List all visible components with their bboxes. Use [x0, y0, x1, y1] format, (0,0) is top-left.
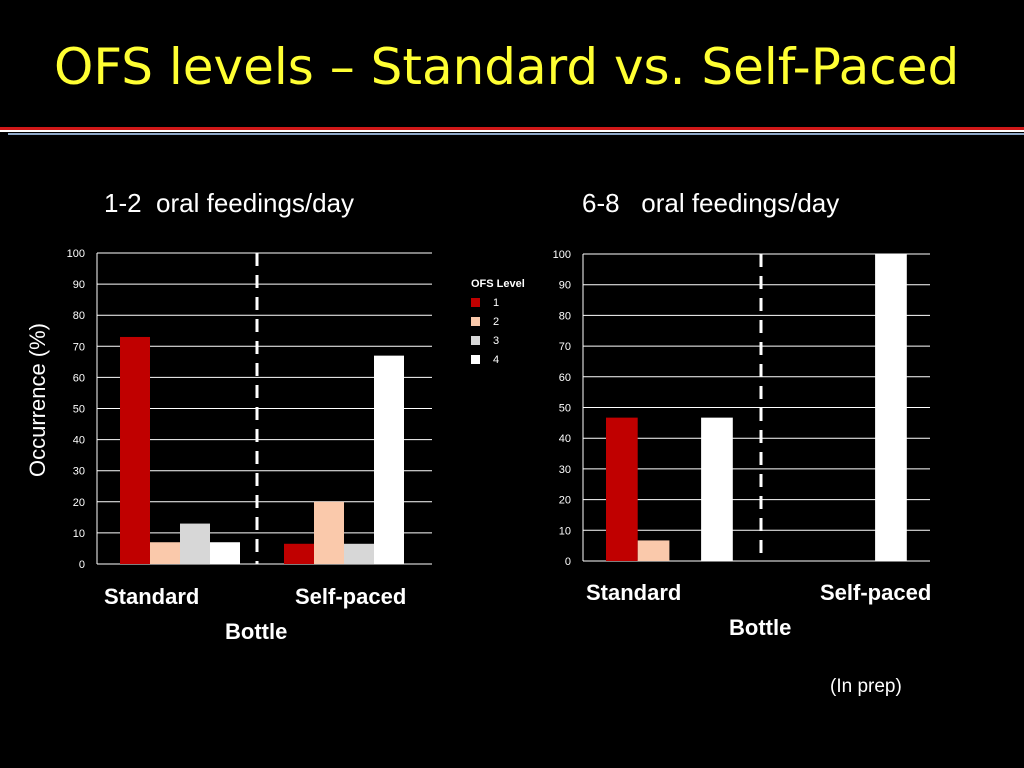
- chart1-bar-self-paced-level-2: [314, 501, 344, 564]
- y-axis-label: Occurrence (%): [25, 322, 50, 478]
- chart2-y-tick-label: 30: [559, 464, 571, 476]
- chart1-plot: 0 10 20 30 40 50 60 70 80 90 100: [67, 248, 432, 571]
- legend-title: OFS Level: [471, 278, 525, 290]
- chart2-y-tick-label: 100: [553, 249, 571, 261]
- chart1-y-tick-label: 80: [73, 310, 85, 322]
- chart2-y-tick-label: 10: [559, 525, 571, 537]
- chart1-bar-standard-level-1: [120, 336, 150, 564]
- chart2-y-tick-label: 0: [565, 556, 571, 568]
- legend-swatch: [471, 317, 480, 326]
- chart1-bar-self-paced-level-4: [374, 355, 404, 564]
- chart2-bar-standard-level-1: [606, 417, 638, 561]
- legend: OFS Level 1 2 3 4: [471, 278, 525, 369]
- legend-item: 3: [471, 331, 525, 350]
- chart1-bar-self-paced-level-1: [284, 543, 314, 564]
- legend-swatch: [471, 336, 480, 345]
- in-prep-note: (In prep): [830, 676, 902, 697]
- chart1-y-tick-label: 30: [73, 466, 85, 478]
- legend-item: 4: [471, 350, 525, 369]
- chart2-y-tick-label: 40: [559, 433, 571, 445]
- chart1-bar-self-paced-level-3: [344, 543, 374, 564]
- chart1-y-tick-label: 0: [79, 559, 85, 571]
- chart2-y-tick-label: 90: [559, 280, 571, 292]
- chart1-y-tick-label: 100: [67, 248, 85, 260]
- title-divider-white: [0, 130, 1024, 132]
- legend-item: 2: [471, 312, 525, 331]
- chart1-bar-standard-level-3: [180, 523, 210, 564]
- chart2-category-self-paced: Self-paced: [820, 580, 932, 605]
- chart1-y-tick-label: 60: [73, 372, 85, 384]
- chart1-category-self-paced: Self-paced: [295, 584, 407, 609]
- slide-title: OFS levels – Standard vs. Self-Paced: [54, 38, 960, 96]
- chart2-y-tick-label: 70: [559, 341, 571, 353]
- legend-item-label: 4: [493, 353, 500, 366]
- legend-item: 1: [471, 293, 525, 312]
- chart1-category-standard: Standard: [104, 584, 200, 609]
- title-divider-red: [0, 127, 1024, 130]
- chart2-y-tick-label: 50: [559, 403, 571, 415]
- chart2-plot: 0 10 20 30 40 50 60 70 80 90 100: [553, 249, 930, 568]
- legend-swatch: [471, 355, 480, 364]
- chart2-bar-standard-level-2: [637, 540, 670, 561]
- legend-item-label: 1: [493, 296, 500, 309]
- chart1-bar-standard-level-4: [210, 542, 240, 564]
- legend-swatch: [471, 298, 480, 307]
- title-divider-blue: [8, 133, 1024, 135]
- chart2-y-tick-label: 60: [559, 372, 571, 384]
- legend-item-label: 2: [493, 315, 500, 328]
- chart1-y-tick-label: 50: [73, 404, 85, 416]
- chart1-y-tick-label: 70: [73, 341, 85, 353]
- chart2-xlabel: Bottle: [729, 615, 792, 640]
- chart1-y-tick-label: 90: [73, 279, 85, 291]
- legend-item-label: 3: [493, 334, 500, 347]
- chart1-bar-standard-level-2: [150, 542, 180, 564]
- chart1-y-tick-label: 20: [73, 497, 85, 509]
- chart1-y-tick-label: 40: [73, 435, 85, 447]
- chart2-bar-self-paced-level-4: [875, 254, 907, 561]
- chart1-title: 1-2 oral feedings/day: [104, 188, 355, 218]
- chart1-y-tick-label: 10: [73, 528, 85, 540]
- chart2-category-standard: Standard: [586, 580, 682, 605]
- chart2-y-tick-label: 80: [559, 310, 571, 322]
- chart2-y-tick-label: 20: [559, 495, 571, 507]
- chart2-bar-standard-level-4: [701, 417, 733, 561]
- chart2-title: 6-8 oral feedings/day: [582, 188, 840, 218]
- chart1-xlabel: Bottle: [225, 619, 288, 644]
